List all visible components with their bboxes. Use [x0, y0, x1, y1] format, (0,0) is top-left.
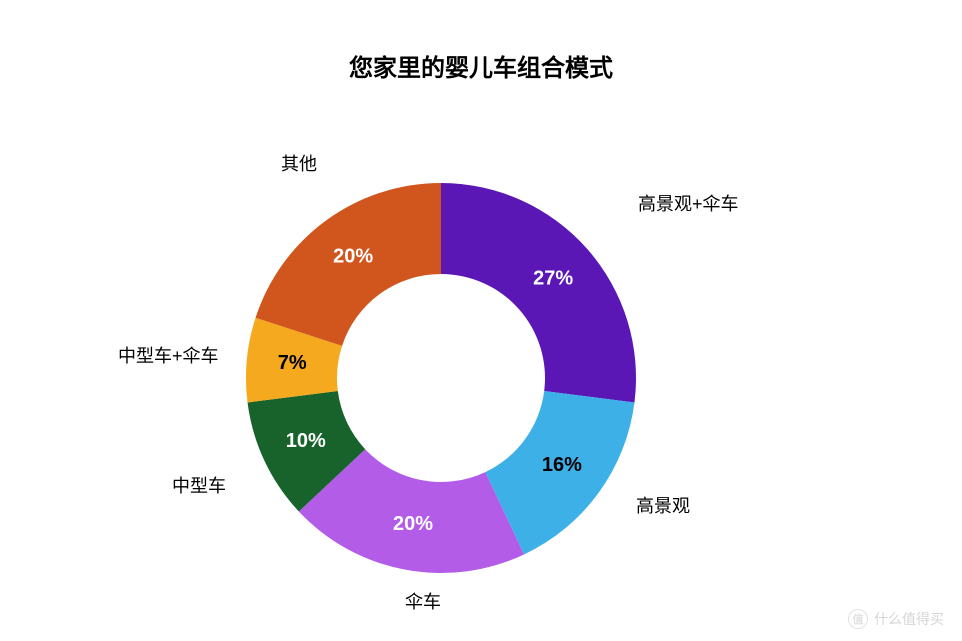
slice-category-label: 其他: [281, 150, 317, 176]
donut-chart-container: 您家里的婴儿车组合模式 27%16%20%10%7%20% 高景观+伞车高景观伞…: [0, 0, 962, 641]
watermark: 值 什么值得买: [848, 609, 944, 629]
slice-pct-label: 27%: [533, 267, 573, 289]
slice-category-label: 伞车: [405, 588, 441, 614]
slice-category-label: 高景观+伞车: [638, 190, 739, 216]
slice-pct-label: 20%: [393, 513, 433, 535]
donut-svg: 27% 16% 20% 10% 7% 20%: [0, 0, 962, 641]
watermark-icon: 值: [848, 609, 868, 629]
donut-slice: [441, 183, 636, 402]
slice-category-label: 高景观: [636, 492, 690, 518]
slice-pct-label: 7%: [278, 352, 307, 374]
slice-pct-label: 10%: [286, 430, 326, 452]
slice-category-label: 中型车+伞车: [118, 342, 219, 368]
slice-category-label: 中型车: [172, 472, 226, 498]
slice-pct-label: 20%: [333, 245, 373, 267]
slice-pct-label: 16%: [542, 454, 582, 476]
watermark-text: 什么值得买: [874, 609, 944, 629]
